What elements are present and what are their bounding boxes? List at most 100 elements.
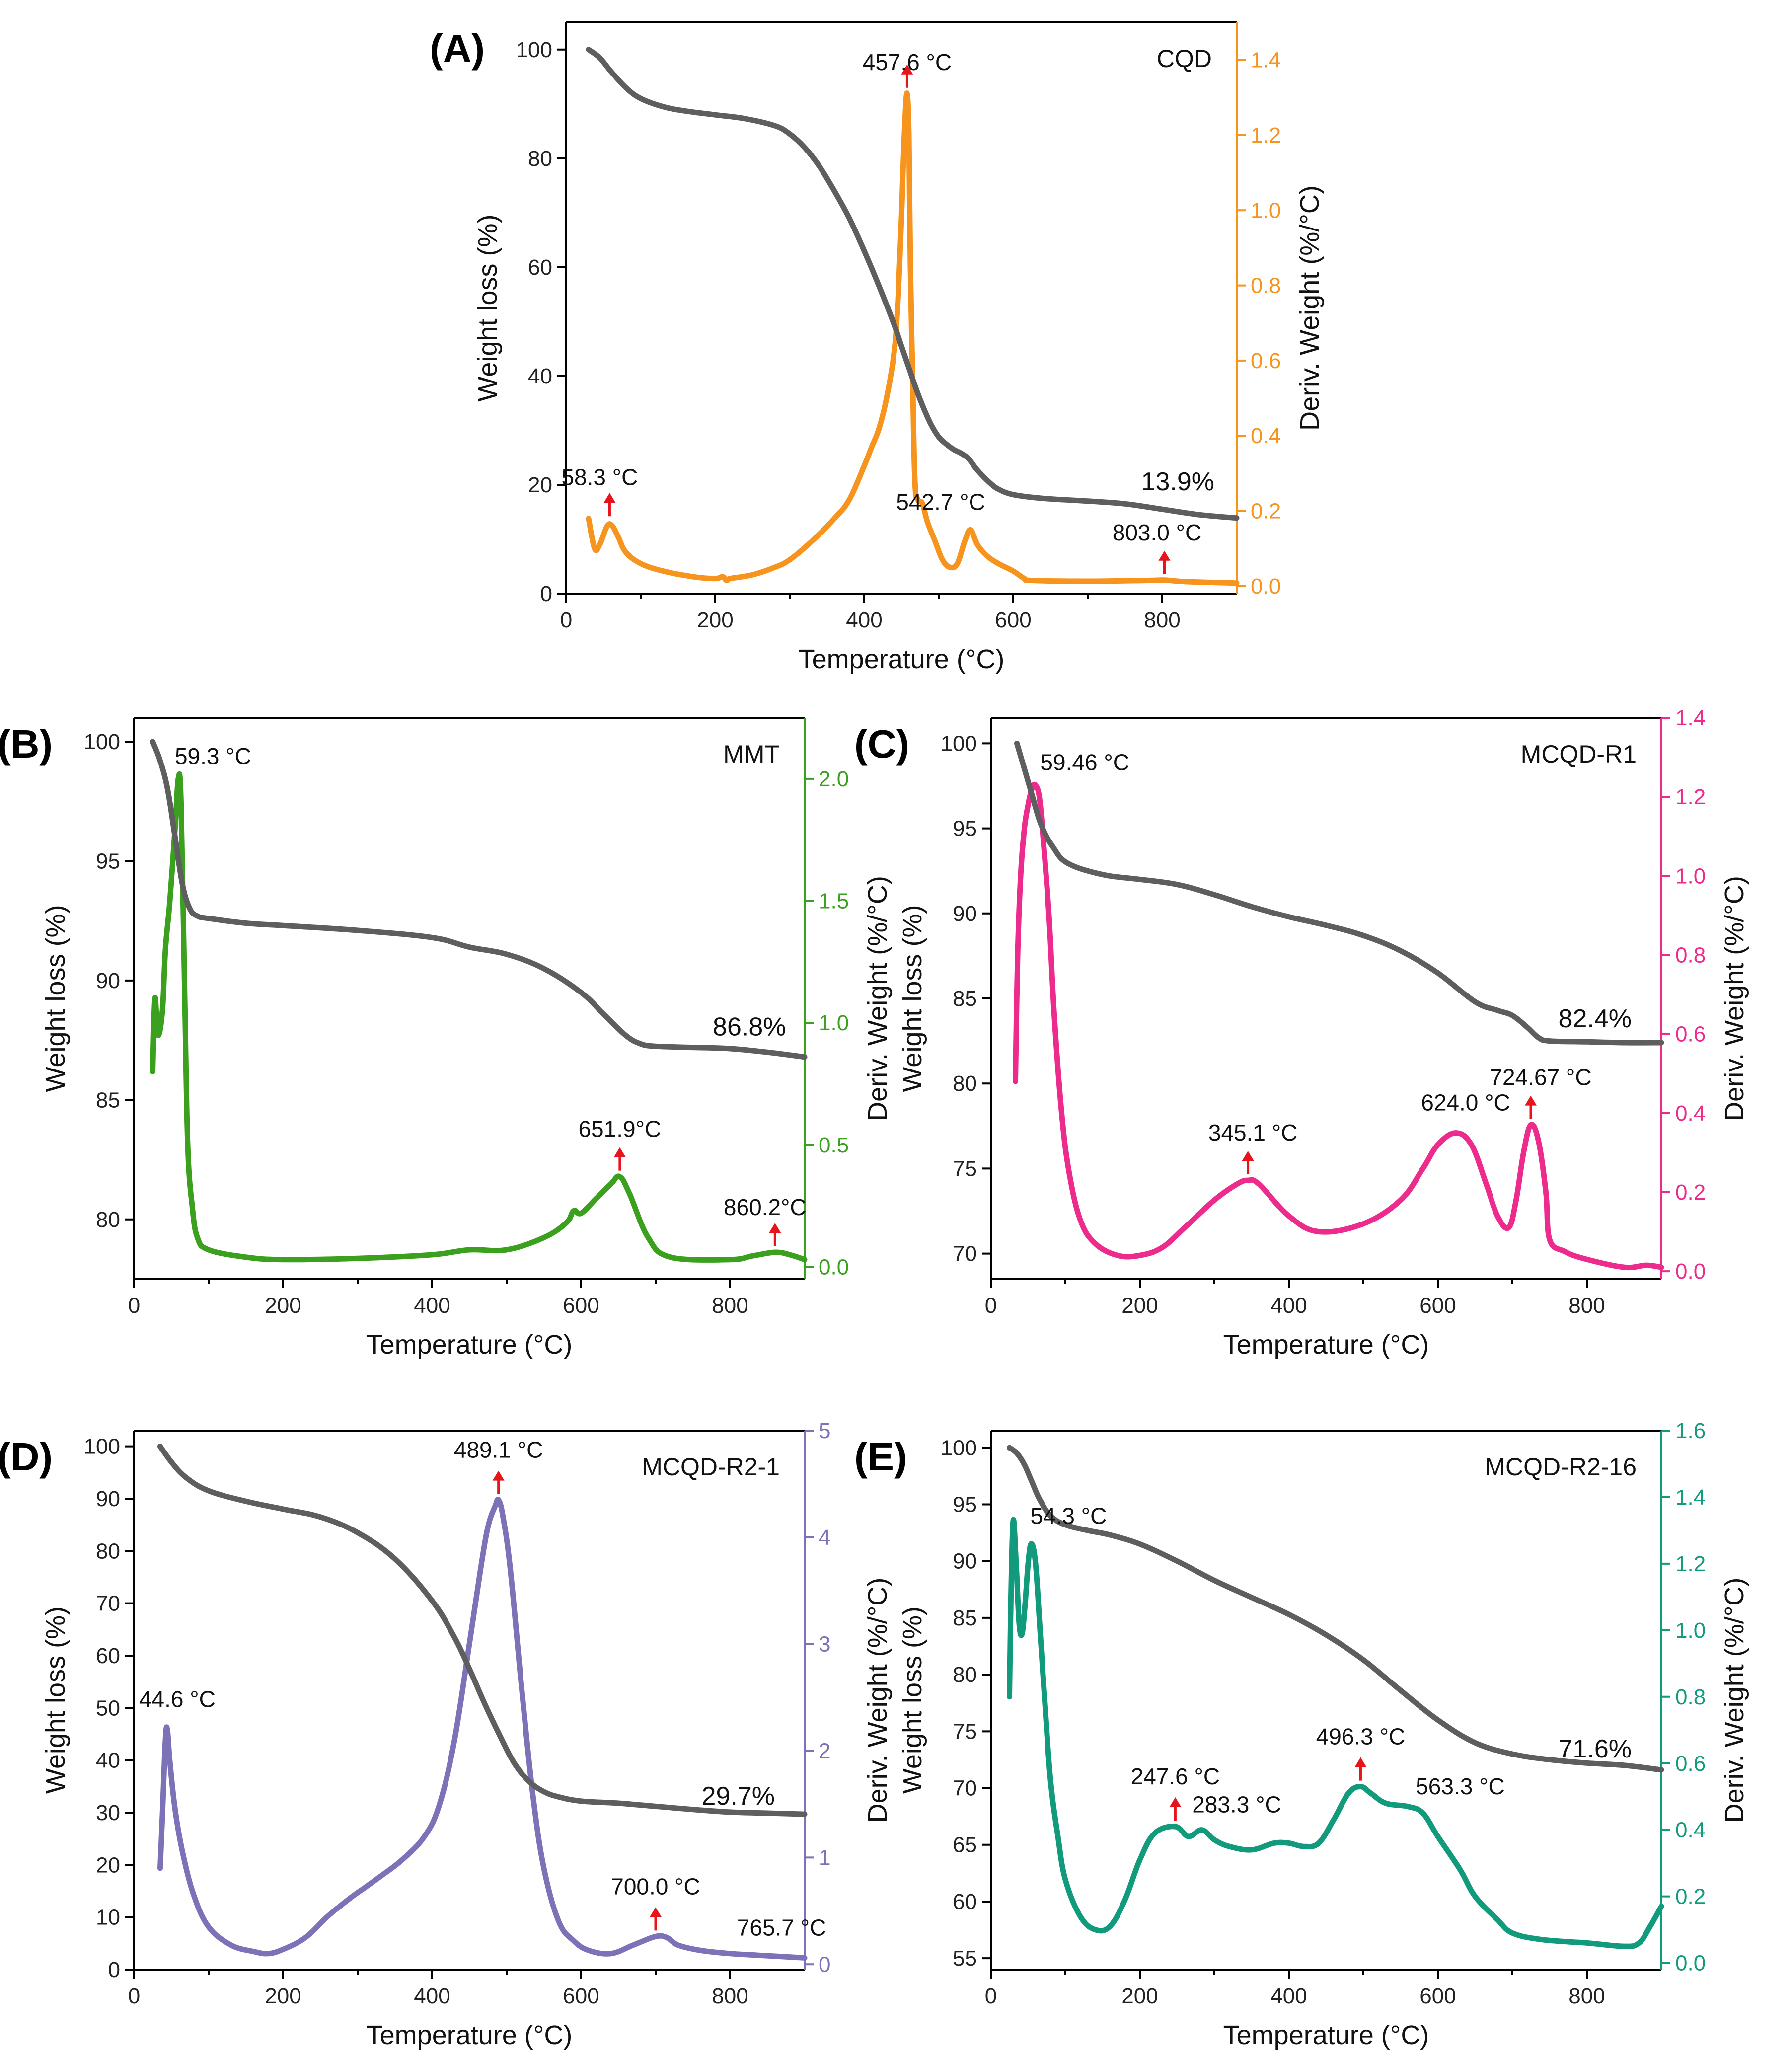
y-right-tick-label: 2.0 (819, 767, 849, 791)
y-right-tick-label: 0.4 (1675, 1818, 1706, 1842)
y-left-tick-label: 40 (96, 1749, 120, 1773)
peak-label: 496.3 °C (1316, 1724, 1406, 1750)
y-right-tick-label: 0 (819, 1952, 830, 1977)
y-left-tick-label: 20 (96, 1853, 120, 1877)
y-left-axis-title: Weight loss (%) (897, 905, 927, 1092)
x-tick-label: 0 (560, 608, 572, 632)
y-right-tick-label: 2 (819, 1739, 830, 1763)
x-tick-label: 600 (1419, 1294, 1456, 1318)
peak-arrowhead (650, 1907, 662, 1917)
x-tick-label: 400 (414, 1984, 450, 2008)
x-tick-label: 400 (1270, 1294, 1307, 1318)
y-right-tick-label: 0.2 (1675, 1180, 1706, 1205)
panel-c: 0 200 400 600 800 70 75 80 85 90 95 100 0.0 0.2 0.4 0.6… (854, 706, 1749, 1360)
y-right-axis-title: Deriv. Weight (%/°C) (1719, 876, 1749, 1121)
sample-name: MMT (723, 740, 780, 768)
panel-b: 0 200 400 600 800 80 85 90 95 100 0.0 0.5 1.0 1.5 2.0 T… (0, 717, 893, 1360)
y-right-tick-label: 3 (819, 1632, 830, 1657)
y-right-tick-label: 1.2 (1675, 785, 1706, 809)
deriv-weight-line (157, 1496, 808, 1961)
panel-label: (D) (0, 1435, 53, 1479)
y-right-tick-label: 0.5 (819, 1133, 849, 1157)
y-right-axis-title: Deriv. Weight (%/°C) (1295, 185, 1325, 431)
y-left-axis-title: Weight loss (%) (41, 905, 71, 1092)
y-left-tick-label: 100 (941, 1436, 977, 1460)
y-left-tick-label: 75 (953, 1156, 977, 1181)
weight-loss-line (586, 47, 1240, 521)
y-left-tick-label: 80 (96, 1539, 120, 1563)
panel-label: (C) (854, 722, 909, 766)
y-left-tick-label: 70 (953, 1242, 977, 1266)
x-tick-label: 200 (1121, 1294, 1158, 1318)
peak-label: 247.6 °C (1131, 1763, 1220, 1789)
y-left-tick-label: 90 (96, 1487, 120, 1511)
y-right-tick-label: 0.6 (1251, 349, 1281, 373)
peak-arrowhead (1525, 1095, 1537, 1106)
y-left-axis-title: Weight loss (%) (473, 214, 503, 401)
peak-label: 803.0 °C (1113, 520, 1202, 545)
y-left-tick-label: 100 (516, 38, 552, 62)
peak-label: 457.6 °C (863, 49, 952, 75)
y-left-tick-label: 90 (953, 902, 977, 926)
y-left-tick-label: 90 (96, 969, 120, 993)
peak-arrowhead (1354, 1757, 1367, 1767)
y-left-tick-label: 0 (108, 1958, 120, 1982)
weight-loss-line (150, 739, 808, 1060)
x-tick-label: 200 (265, 1984, 301, 2008)
y-left-tick-label: 100 (84, 730, 120, 754)
y-right-tick-label: 0.2 (1251, 499, 1281, 524)
x-tick-label: 400 (414, 1294, 450, 1318)
panel-d: 0 200 400 600 800 0 10 20 30 40 50 60 70 80 90 100 0 1 2 3 4… (0, 1419, 893, 2050)
y-left-tick-label: 80 (953, 1663, 977, 1687)
peak-label: 59.3 °C (175, 743, 251, 769)
y-right-tick-label: 1.2 (1675, 1552, 1706, 1576)
sample-name: CQD (1157, 45, 1212, 73)
x-tick-label: 200 (265, 1294, 301, 1318)
weight-loss-line (1007, 1445, 1664, 1773)
y-right-tick-label: 1.5 (819, 889, 849, 913)
panel-label: (B) (0, 722, 53, 766)
y-right-tick-label: 1.0 (1251, 198, 1281, 223)
residue-label: 86.8% (713, 1013, 786, 1042)
peak-arrowhead (613, 1147, 626, 1157)
x-tick-label: 200 (1121, 1984, 1158, 2008)
peak-label: 345.1 °C (1208, 1120, 1298, 1146)
y-right-tick-label: 0.4 (1251, 424, 1281, 448)
x-tick-label: 600 (1419, 1984, 1456, 2008)
y-left-tick-label: 85 (953, 987, 977, 1011)
y-right-tick-label: 1.0 (1675, 864, 1706, 888)
peak-label: 542.7 °C (896, 489, 985, 515)
residue-label: 13.9% (1141, 467, 1214, 496)
peak-arrowhead (1242, 1151, 1254, 1161)
x-tick-label: 0 (985, 1984, 997, 2008)
peak-label: 489.1 °C (454, 1437, 543, 1463)
y-left-tick-label: 85 (953, 1606, 977, 1630)
x-axis-title: Temperature (°C) (1223, 1330, 1429, 1360)
y-left-tick-label: 10 (96, 1906, 120, 1930)
panel-a: 0 200 400 600 800 0 20 40 60 80 100 0.0 0.2 0.4 0.6 0.8… (430, 21, 1325, 674)
peak-arrowhead (603, 493, 616, 503)
x-tick-label: 0 (985, 1294, 997, 1318)
peak-label: 651.9°C (578, 1116, 661, 1142)
y-right-tick-label: 0.8 (1675, 943, 1706, 967)
y-left-tick-label: 60 (96, 1644, 120, 1668)
y-right-tick-label: 0.6 (1675, 1022, 1706, 1047)
y-left-tick-label: 80 (96, 1208, 120, 1232)
y-right-tick-label: 1.2 (1251, 123, 1281, 148)
y-right-tick-label: 0.8 (1675, 1685, 1706, 1709)
x-tick-label: 400 (846, 608, 882, 632)
y-left-tick-label: 100 (84, 1435, 120, 1459)
weight-loss-line (1014, 740, 1664, 1046)
peak-label: 58.3 °C (561, 464, 638, 490)
peak-arrowhead (901, 64, 913, 75)
y-left-tick-label: 0 (540, 582, 552, 606)
y-right-tick-label: 0.4 (1675, 1101, 1706, 1126)
y-left-tick-label: 70 (953, 1776, 977, 1801)
y-left-tick-label: 85 (96, 1088, 120, 1112)
x-tick-label: 400 (1270, 1984, 1307, 2008)
y-left-tick-label: 95 (96, 849, 120, 874)
panel-label: (A) (430, 26, 485, 71)
y-right-axis-title: Deriv. Weight (%/°C) (1719, 1578, 1749, 1823)
y-right-tick-label: 1.4 (1251, 48, 1281, 73)
